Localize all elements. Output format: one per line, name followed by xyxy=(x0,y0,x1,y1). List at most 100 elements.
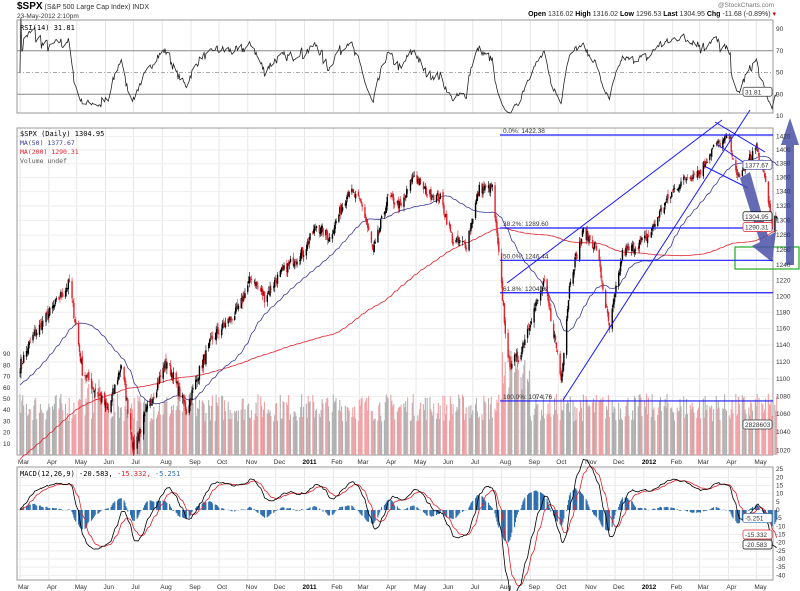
macd-histogram-bar xyxy=(299,510,301,511)
volume-bar xyxy=(448,420,451,455)
volume-bar xyxy=(678,410,680,455)
candle-body xyxy=(268,292,270,294)
candle-body xyxy=(248,276,251,283)
macd-histogram-bar xyxy=(209,501,212,510)
candle-body xyxy=(230,316,232,320)
candle-body xyxy=(455,240,457,243)
macd-histogram-bar xyxy=(691,510,693,513)
volume-bar xyxy=(140,402,142,455)
volume-bar xyxy=(575,420,577,455)
candle-body xyxy=(615,285,617,294)
candle-body xyxy=(592,247,595,249)
macd-histogram-bar xyxy=(418,509,420,510)
macd-histogram-bar xyxy=(481,496,483,510)
volume-bar xyxy=(516,365,518,455)
macd-histogram-bar xyxy=(110,506,112,510)
macd-histogram-bar xyxy=(592,510,594,513)
volume-bar xyxy=(333,402,335,455)
volume-bar xyxy=(509,356,511,455)
macd-histogram-bar xyxy=(211,503,213,510)
macd-histogram-bar xyxy=(80,510,82,529)
candle-body xyxy=(593,242,596,249)
macd-histogram-bar xyxy=(281,507,283,510)
macd-histogram-bar xyxy=(716,507,718,510)
volume-bar xyxy=(664,398,666,455)
volume-bar xyxy=(419,408,421,455)
candle-body xyxy=(170,372,173,378)
ma200-tag-box xyxy=(742,222,773,232)
macd-histogram-bar xyxy=(474,498,477,510)
macd-histogram-bar xyxy=(175,510,177,513)
candle-body xyxy=(236,304,239,310)
volume-axis-label: 30 xyxy=(3,418,11,425)
volume-bar xyxy=(67,420,69,455)
ma50-legend: MA(50) 1377.67 xyxy=(20,139,75,147)
volume-bar xyxy=(439,405,441,455)
volume-bar xyxy=(613,406,615,455)
volume-bar xyxy=(163,401,165,455)
rsi-tag: 31.81 xyxy=(745,89,762,96)
macd-histogram-bar xyxy=(717,507,719,510)
volume-bar xyxy=(21,400,23,455)
x-axis-label: Jul xyxy=(471,459,480,466)
candle-body xyxy=(254,283,256,287)
macd-histogram-bar xyxy=(430,510,432,517)
candle-body xyxy=(508,355,510,357)
volume-bar xyxy=(208,400,210,455)
candle-body xyxy=(106,407,109,409)
macd-axis-label: -35 xyxy=(776,564,786,571)
candle-body xyxy=(491,184,493,187)
macd-histogram-bar xyxy=(522,501,524,510)
macd-histogram-bar xyxy=(361,510,363,516)
candle-body xyxy=(579,241,582,243)
volume-bar xyxy=(177,396,179,455)
volume-bar xyxy=(685,414,687,455)
candle-body xyxy=(767,181,770,203)
macd-histogram-bar xyxy=(472,500,474,510)
macd-histogram-bar xyxy=(333,510,335,514)
candle-body xyxy=(143,412,146,417)
candle-body xyxy=(559,353,561,375)
rsi-series xyxy=(19,18,778,114)
macd-histogram-bar xyxy=(495,510,497,518)
candle-body xyxy=(332,232,335,234)
x-axis-label: Oct xyxy=(556,584,566,591)
volume-bar xyxy=(309,401,311,455)
volume-bar xyxy=(81,378,83,455)
macd-histogram-bar xyxy=(405,509,407,510)
macd-histogram-bar xyxy=(749,509,751,510)
macd-histogram-bar xyxy=(370,510,372,524)
volume-bar xyxy=(192,403,194,455)
candle-body xyxy=(646,236,649,244)
volume-bar xyxy=(117,393,119,455)
macd-histogram-bar xyxy=(523,499,525,510)
candle-body xyxy=(403,197,405,207)
volume-bar xyxy=(371,410,373,455)
candle-body xyxy=(383,212,386,215)
volume-bar xyxy=(606,406,608,455)
candle-body xyxy=(522,342,524,349)
candle-body xyxy=(541,287,544,291)
volume-bar xyxy=(85,398,87,455)
candle-body xyxy=(48,313,50,318)
macd-histogram-bar xyxy=(736,510,738,523)
volume-bar xyxy=(335,398,337,455)
volume-bar xyxy=(586,399,588,455)
volume-bar xyxy=(191,405,193,455)
volume-bar xyxy=(19,394,21,455)
volume-bar xyxy=(289,414,292,455)
volume-bar xyxy=(201,400,203,455)
candle-body xyxy=(210,335,213,338)
candle-body xyxy=(591,240,594,248)
volume-bar xyxy=(405,401,407,455)
macd-histogram-bar xyxy=(231,510,233,512)
macd-histogram-bar xyxy=(582,495,584,510)
candle-body xyxy=(73,302,75,319)
candle-body xyxy=(313,229,315,233)
volume-bar xyxy=(407,397,409,455)
volume-bar xyxy=(471,414,473,455)
candle-body xyxy=(118,372,121,376)
candle-body xyxy=(410,179,413,184)
macd-axis-label: 5 xyxy=(776,499,780,506)
volume-bar xyxy=(411,402,413,455)
